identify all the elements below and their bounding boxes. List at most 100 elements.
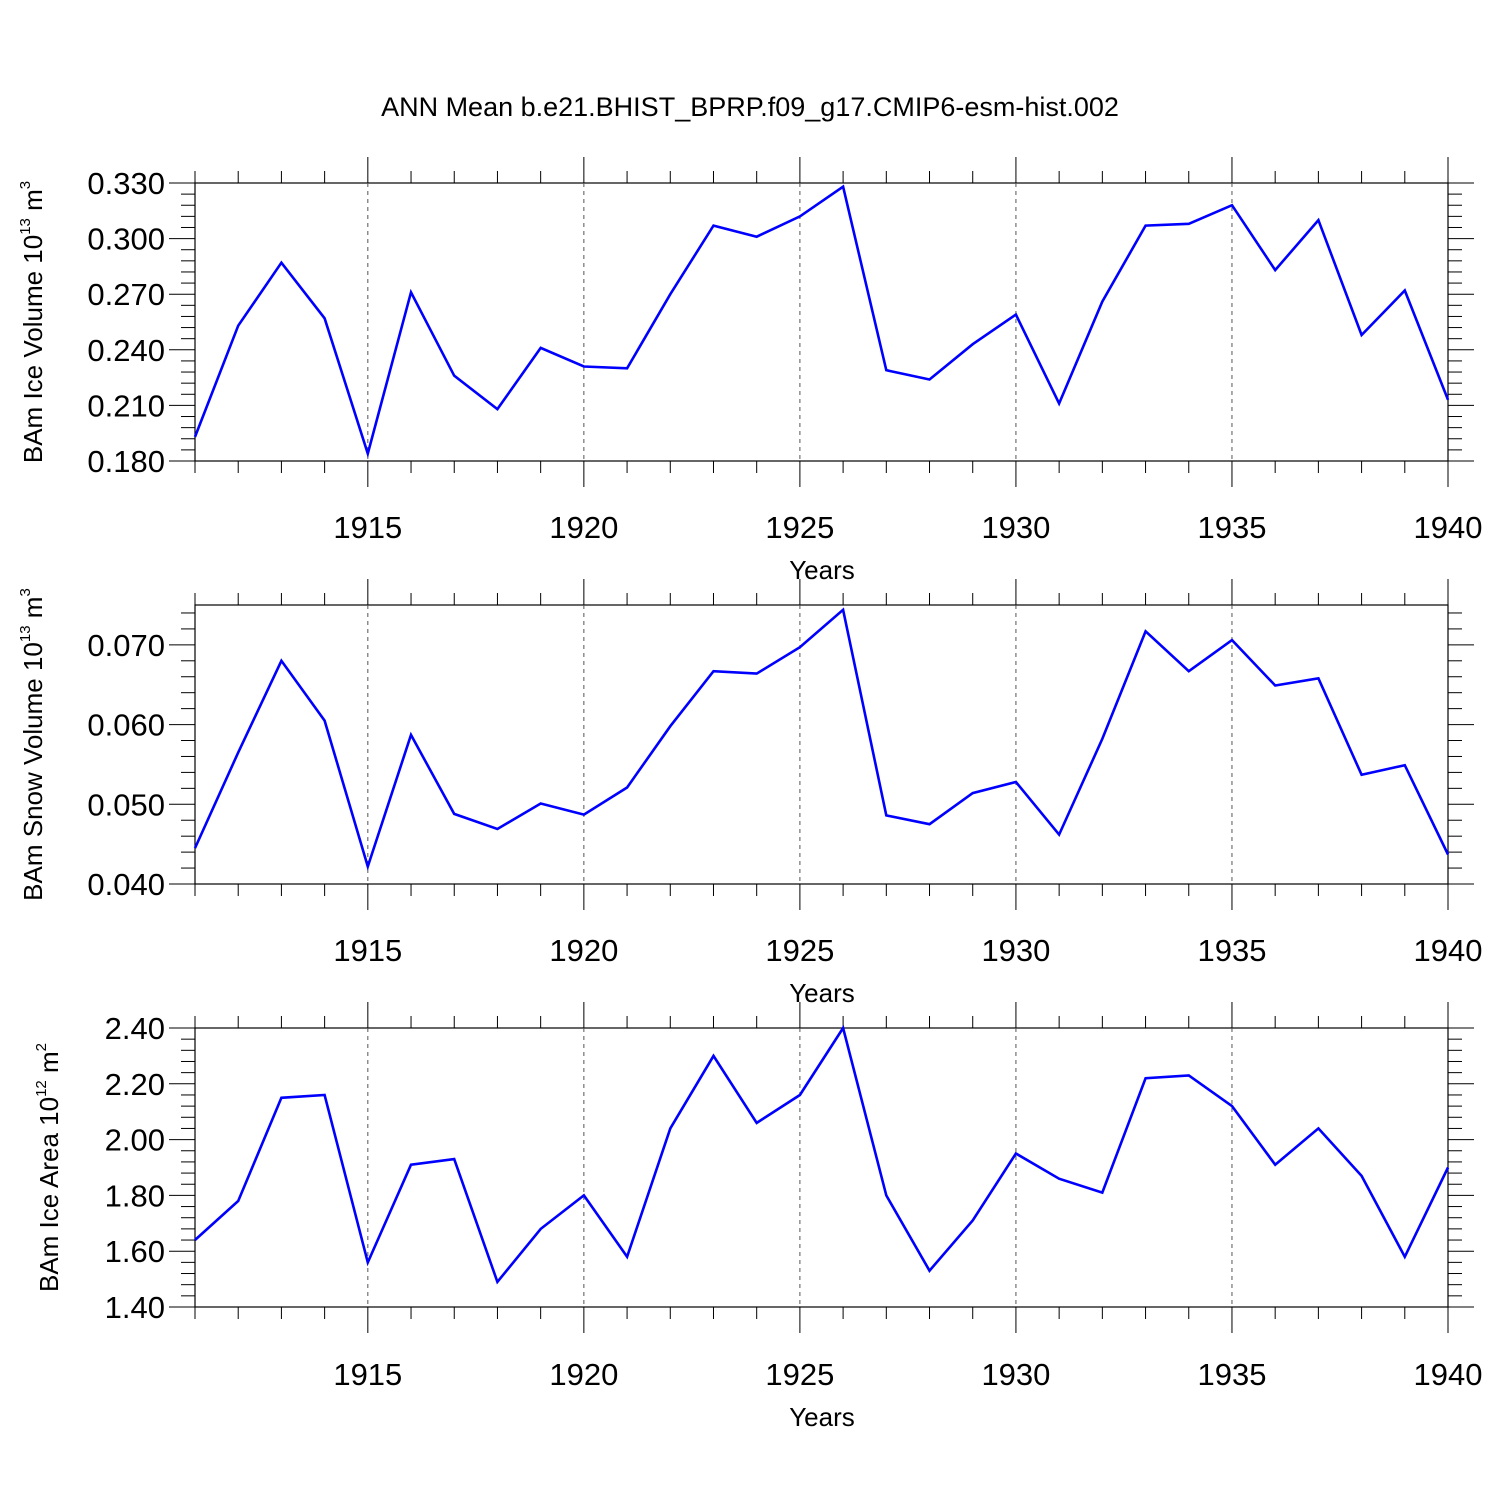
- x-tick-label: 1935: [1197, 1357, 1266, 1392]
- data-point: [1447, 853, 1449, 855]
- data-point: [712, 224, 714, 226]
- data-point: [799, 646, 801, 648]
- data-point: [712, 670, 714, 672]
- y-axis-label: BAm Ice Area 1012 m2: [33, 1043, 64, 1292]
- data-point: [194, 436, 196, 438]
- x-tick-label: 1915: [333, 1357, 402, 1392]
- data-point: [1404, 1256, 1406, 1258]
- data-point: [1317, 677, 1319, 679]
- data-point: [799, 215, 801, 217]
- data-point: [1144, 224, 1146, 226]
- data-point: [1447, 399, 1449, 401]
- data-point: [1101, 1191, 1103, 1193]
- data-point: [842, 186, 844, 188]
- x-tick-label: 1935: [1197, 510, 1266, 545]
- data-point: [194, 847, 196, 849]
- x-tick-label: 1915: [333, 510, 402, 545]
- y-tick-label: 0.270: [87, 277, 165, 312]
- data-point: [583, 365, 585, 367]
- y-tick-label: 0.210: [87, 388, 165, 423]
- x-tick-label: 1920: [549, 510, 618, 545]
- series-line: [193, 184, 1450, 459]
- y-tick-label: 0.300: [87, 222, 165, 257]
- data-point: [972, 343, 974, 345]
- data-point: [972, 792, 974, 794]
- data-point: [539, 347, 541, 349]
- y-axis-label: BAm Snow Volume 1013 m3: [17, 588, 48, 901]
- data-point: [928, 378, 930, 380]
- data-point: [928, 823, 930, 825]
- y-axis-label: BAm Ice Volume 1013 m3: [17, 181, 48, 463]
- x-axis-label: Years: [789, 978, 855, 1008]
- x-axis-label: Years: [789, 1402, 855, 1432]
- chart-panel-2: 1915 1920 1925 1930 1935 1940 Years 0.040 0.050 0…: [17, 579, 1482, 1008]
- data-point: [1188, 223, 1190, 225]
- data-point: [410, 291, 412, 293]
- data-point: [1360, 774, 1362, 776]
- data-point: [626, 367, 628, 369]
- data-point: [1360, 334, 1362, 336]
- y-tick-label: 0.060: [87, 708, 165, 743]
- data-point: [237, 1200, 239, 1202]
- data-point: [194, 1239, 196, 1241]
- data-point: [1188, 1074, 1190, 1076]
- plot-frame: [194, 604, 1449, 885]
- data-point: [280, 660, 282, 662]
- data-point: [885, 1194, 887, 1196]
- data-point: [842, 1027, 844, 1029]
- data-point: [496, 828, 498, 830]
- data-point: [237, 325, 239, 327]
- data-point: [1274, 684, 1276, 686]
- data-point: [1274, 269, 1276, 271]
- x-tick-label: 1935: [1197, 933, 1266, 968]
- y-tick-label: 0.240: [87, 333, 165, 368]
- data-point: [669, 1127, 671, 1129]
- data-point: [1231, 639, 1233, 641]
- x-tick-label: 1920: [549, 1357, 618, 1392]
- data-point: [669, 725, 671, 727]
- x-tick-label: 1920: [549, 933, 618, 968]
- data-point: [1144, 630, 1146, 632]
- data-point: [1447, 1166, 1449, 1168]
- data-point: [1360, 1175, 1362, 1177]
- data-point: [583, 813, 585, 815]
- data-point: [496, 408, 498, 410]
- data-point: [453, 375, 455, 377]
- data-point: [1015, 313, 1017, 315]
- y-tick-label: 2.00: [105, 1123, 165, 1158]
- y-tick-label: 0.050: [87, 787, 165, 822]
- x-axis-label: Years: [789, 555, 855, 585]
- data-point: [1144, 1077, 1146, 1079]
- data-point: [280, 1097, 282, 1099]
- data-point: [1058, 402, 1060, 404]
- data-point: [885, 369, 887, 371]
- data-point: [237, 751, 239, 753]
- data-point: [496, 1281, 498, 1283]
- y-tick-label: 1.60: [105, 1234, 165, 1269]
- data-point: [755, 672, 757, 674]
- data-point: [453, 813, 455, 815]
- y-tick-label: 2.40: [105, 1011, 165, 1046]
- x-tick-label: 1930: [981, 1357, 1050, 1392]
- chart-title: ANN Mean b.e21.BHIST_BPRP.f09_g17.CMIP6-…: [381, 92, 1119, 122]
- data-point: [1404, 764, 1406, 766]
- data-point: [1317, 1127, 1319, 1129]
- data-point: [539, 1228, 541, 1230]
- x-tick-label: 1925: [765, 933, 834, 968]
- x-tick-label: 1930: [981, 933, 1050, 968]
- data-point: [842, 609, 844, 611]
- y-tick-label: 0.180: [87, 444, 165, 479]
- data-point: [539, 802, 541, 804]
- data-point: [583, 1194, 585, 1196]
- plot-frame: [194, 1027, 1449, 1308]
- data-point: [323, 317, 325, 319]
- plot-frame: [194, 182, 1449, 462]
- x-tick-label: 1925: [765, 510, 834, 545]
- series-line: [194, 1024, 1450, 1285]
- series-line: [193, 607, 1450, 871]
- data-point: [755, 1122, 757, 1124]
- data-point: [669, 293, 671, 295]
- data-point: [367, 452, 369, 454]
- data-point: [1058, 1177, 1060, 1179]
